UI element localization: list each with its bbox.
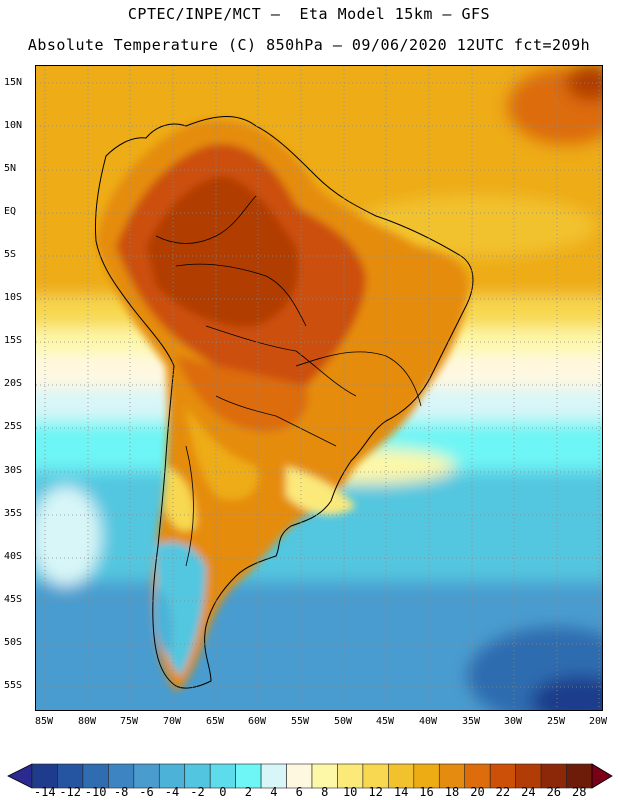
lon-label: 55W bbox=[290, 716, 310, 727]
border-line bbox=[215, 395, 337, 447]
colorbar-label: 6 bbox=[295, 785, 303, 799]
lat-label: EQ bbox=[4, 206, 17, 217]
colorbar-label: 2 bbox=[244, 785, 252, 799]
colorbar-label: 10 bbox=[342, 785, 358, 799]
lon-label: 35W bbox=[461, 716, 481, 727]
lon-label: 50W bbox=[333, 716, 353, 727]
graticule bbox=[36, 66, 602, 710]
coastline bbox=[95, 116, 474, 689]
lon-label: 80W bbox=[77, 716, 97, 727]
lat-label: 10N bbox=[4, 120, 23, 131]
lon-label: 25W bbox=[546, 716, 566, 727]
colorbar-label: 4 bbox=[270, 785, 278, 799]
colorbar-box bbox=[540, 763, 567, 789]
continent-field bbox=[96, 119, 469, 692]
lat-label: 55S bbox=[4, 680, 23, 691]
title-line-1: CPTEC/INPE/MCT – Eta Model 15km – GFS bbox=[127, 5, 491, 23]
border-line bbox=[155, 195, 257, 244]
colorbar-label: 22 bbox=[495, 785, 511, 799]
colorbar-box bbox=[413, 763, 440, 789]
colorbar-label: 12 bbox=[368, 785, 383, 799]
colorbar-box bbox=[311, 763, 338, 789]
lon-label: 75W bbox=[119, 716, 139, 727]
border-line bbox=[295, 351, 422, 407]
colorbar-box bbox=[260, 763, 287, 789]
colorbar-box bbox=[133, 763, 160, 789]
lat-label: 15N bbox=[4, 77, 23, 88]
lon-label: 45W bbox=[375, 716, 395, 727]
border-line bbox=[175, 263, 307, 327]
lon-label: 30W bbox=[503, 716, 523, 727]
lon-label: 70W bbox=[162, 716, 182, 727]
colorbar-box bbox=[362, 763, 389, 789]
colorbar-label: -4 bbox=[164, 785, 180, 799]
lat-label: 45S bbox=[4, 594, 23, 605]
colorbar-box bbox=[566, 763, 593, 789]
border-line bbox=[205, 325, 357, 397]
lat-label: 40S bbox=[4, 551, 23, 562]
colorbar-label: 18 bbox=[444, 785, 460, 799]
lat-label: 50S bbox=[4, 637, 23, 648]
lat-label: 10S bbox=[4, 292, 23, 303]
lon-label: 40W bbox=[418, 716, 438, 727]
colorbar-label: 20 bbox=[470, 785, 485, 799]
colorbar-label: -12 bbox=[59, 785, 82, 799]
colorbar-under-triangle bbox=[7, 763, 33, 789]
lon-label: 60W bbox=[247, 716, 267, 727]
colorbar-box bbox=[158, 763, 186, 789]
colorbar-over-triangle bbox=[591, 763, 613, 789]
colorbar-label: 8 bbox=[321, 785, 329, 799]
lon-label: 65W bbox=[205, 716, 225, 727]
lat-label: 15S bbox=[4, 335, 23, 346]
colorbar-label: -2 bbox=[190, 785, 205, 799]
lat-label: 35S bbox=[4, 508, 23, 519]
colorbar bbox=[7, 763, 613, 789]
lat-label: 30S bbox=[4, 465, 23, 476]
colorbar-label: 0 bbox=[219, 785, 227, 799]
temperature-map bbox=[35, 65, 603, 711]
colorbar-box bbox=[184, 763, 211, 789]
colorbar-label: -10 bbox=[84, 785, 107, 799]
colorbar-label: -8 bbox=[113, 785, 129, 799]
lat-label: 20S bbox=[4, 378, 23, 389]
colorbar-box bbox=[286, 763, 313, 789]
colorbar-box bbox=[108, 763, 135, 789]
title-line-2: Absolute Temperature (C) 850hPa – 09/06/… bbox=[27, 36, 591, 54]
colorbar-label: 16 bbox=[419, 785, 434, 799]
colorbar-box bbox=[337, 763, 364, 789]
lat-label: 5S bbox=[4, 249, 17, 260]
lon-label: 20W bbox=[588, 716, 608, 727]
lat-label: 25S bbox=[4, 421, 23, 432]
colorbar-box bbox=[209, 763, 236, 789]
map-canvas bbox=[36, 66, 602, 710]
colorbar-label: 26 bbox=[546, 785, 562, 799]
colorbar-box bbox=[388, 763, 415, 789]
colorbar-label: 28 bbox=[572, 785, 587, 799]
lat-label: 5N bbox=[4, 163, 17, 174]
lon-label: 85W bbox=[34, 716, 54, 727]
colorbar-label: -6 bbox=[139, 785, 154, 799]
border-line bbox=[185, 445, 194, 567]
colorbar-box bbox=[515, 763, 542, 789]
colorbar-label: 24 bbox=[521, 785, 536, 799]
colorbar-label: 14 bbox=[393, 785, 409, 799]
colorbar-label: -14 bbox=[33, 785, 56, 799]
